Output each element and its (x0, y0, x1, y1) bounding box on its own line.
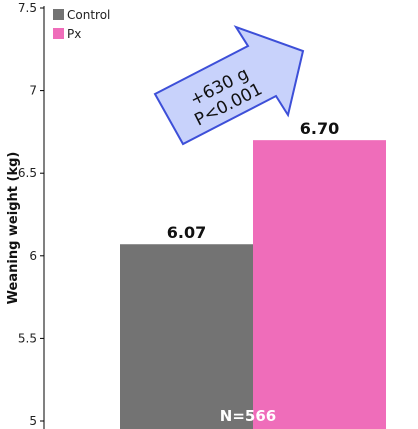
legend-swatch-control (53, 9, 64, 20)
data-label-px: 6.70 (300, 119, 339, 138)
bar-control (120, 244, 253, 429)
legend-swatch-px (53, 28, 64, 39)
increase-arrow: +630 g P<0.001 (153, 25, 305, 146)
sample-size-note: N=566 (220, 407, 276, 425)
data-label-control: 6.07 (167, 223, 206, 242)
y-axis-label: Weaning weight (kg) (6, 152, 21, 305)
data-labels: 6.07 6.70 (167, 119, 339, 242)
y-tick-label: 5.5 (18, 331, 37, 345)
y-tick-label: 5 (29, 414, 37, 428)
y-tick-label: 7.5 (18, 1, 37, 15)
legend: Control Px (53, 8, 110, 41)
y-tick-label: 7 (29, 84, 37, 98)
y-axis-ticks: 5 5.5 6 6.5 7 7.5 (18, 1, 44, 428)
y-tick-label: 6 (29, 249, 37, 263)
legend-label-px: Px (67, 27, 81, 41)
bars (120, 140, 386, 429)
arrow-shape (155, 27, 303, 144)
y-tick-label: 6.5 (18, 166, 37, 180)
legend-label-control: Control (67, 8, 110, 22)
bar-px (253, 140, 386, 429)
arrow-outline (153, 25, 305, 146)
